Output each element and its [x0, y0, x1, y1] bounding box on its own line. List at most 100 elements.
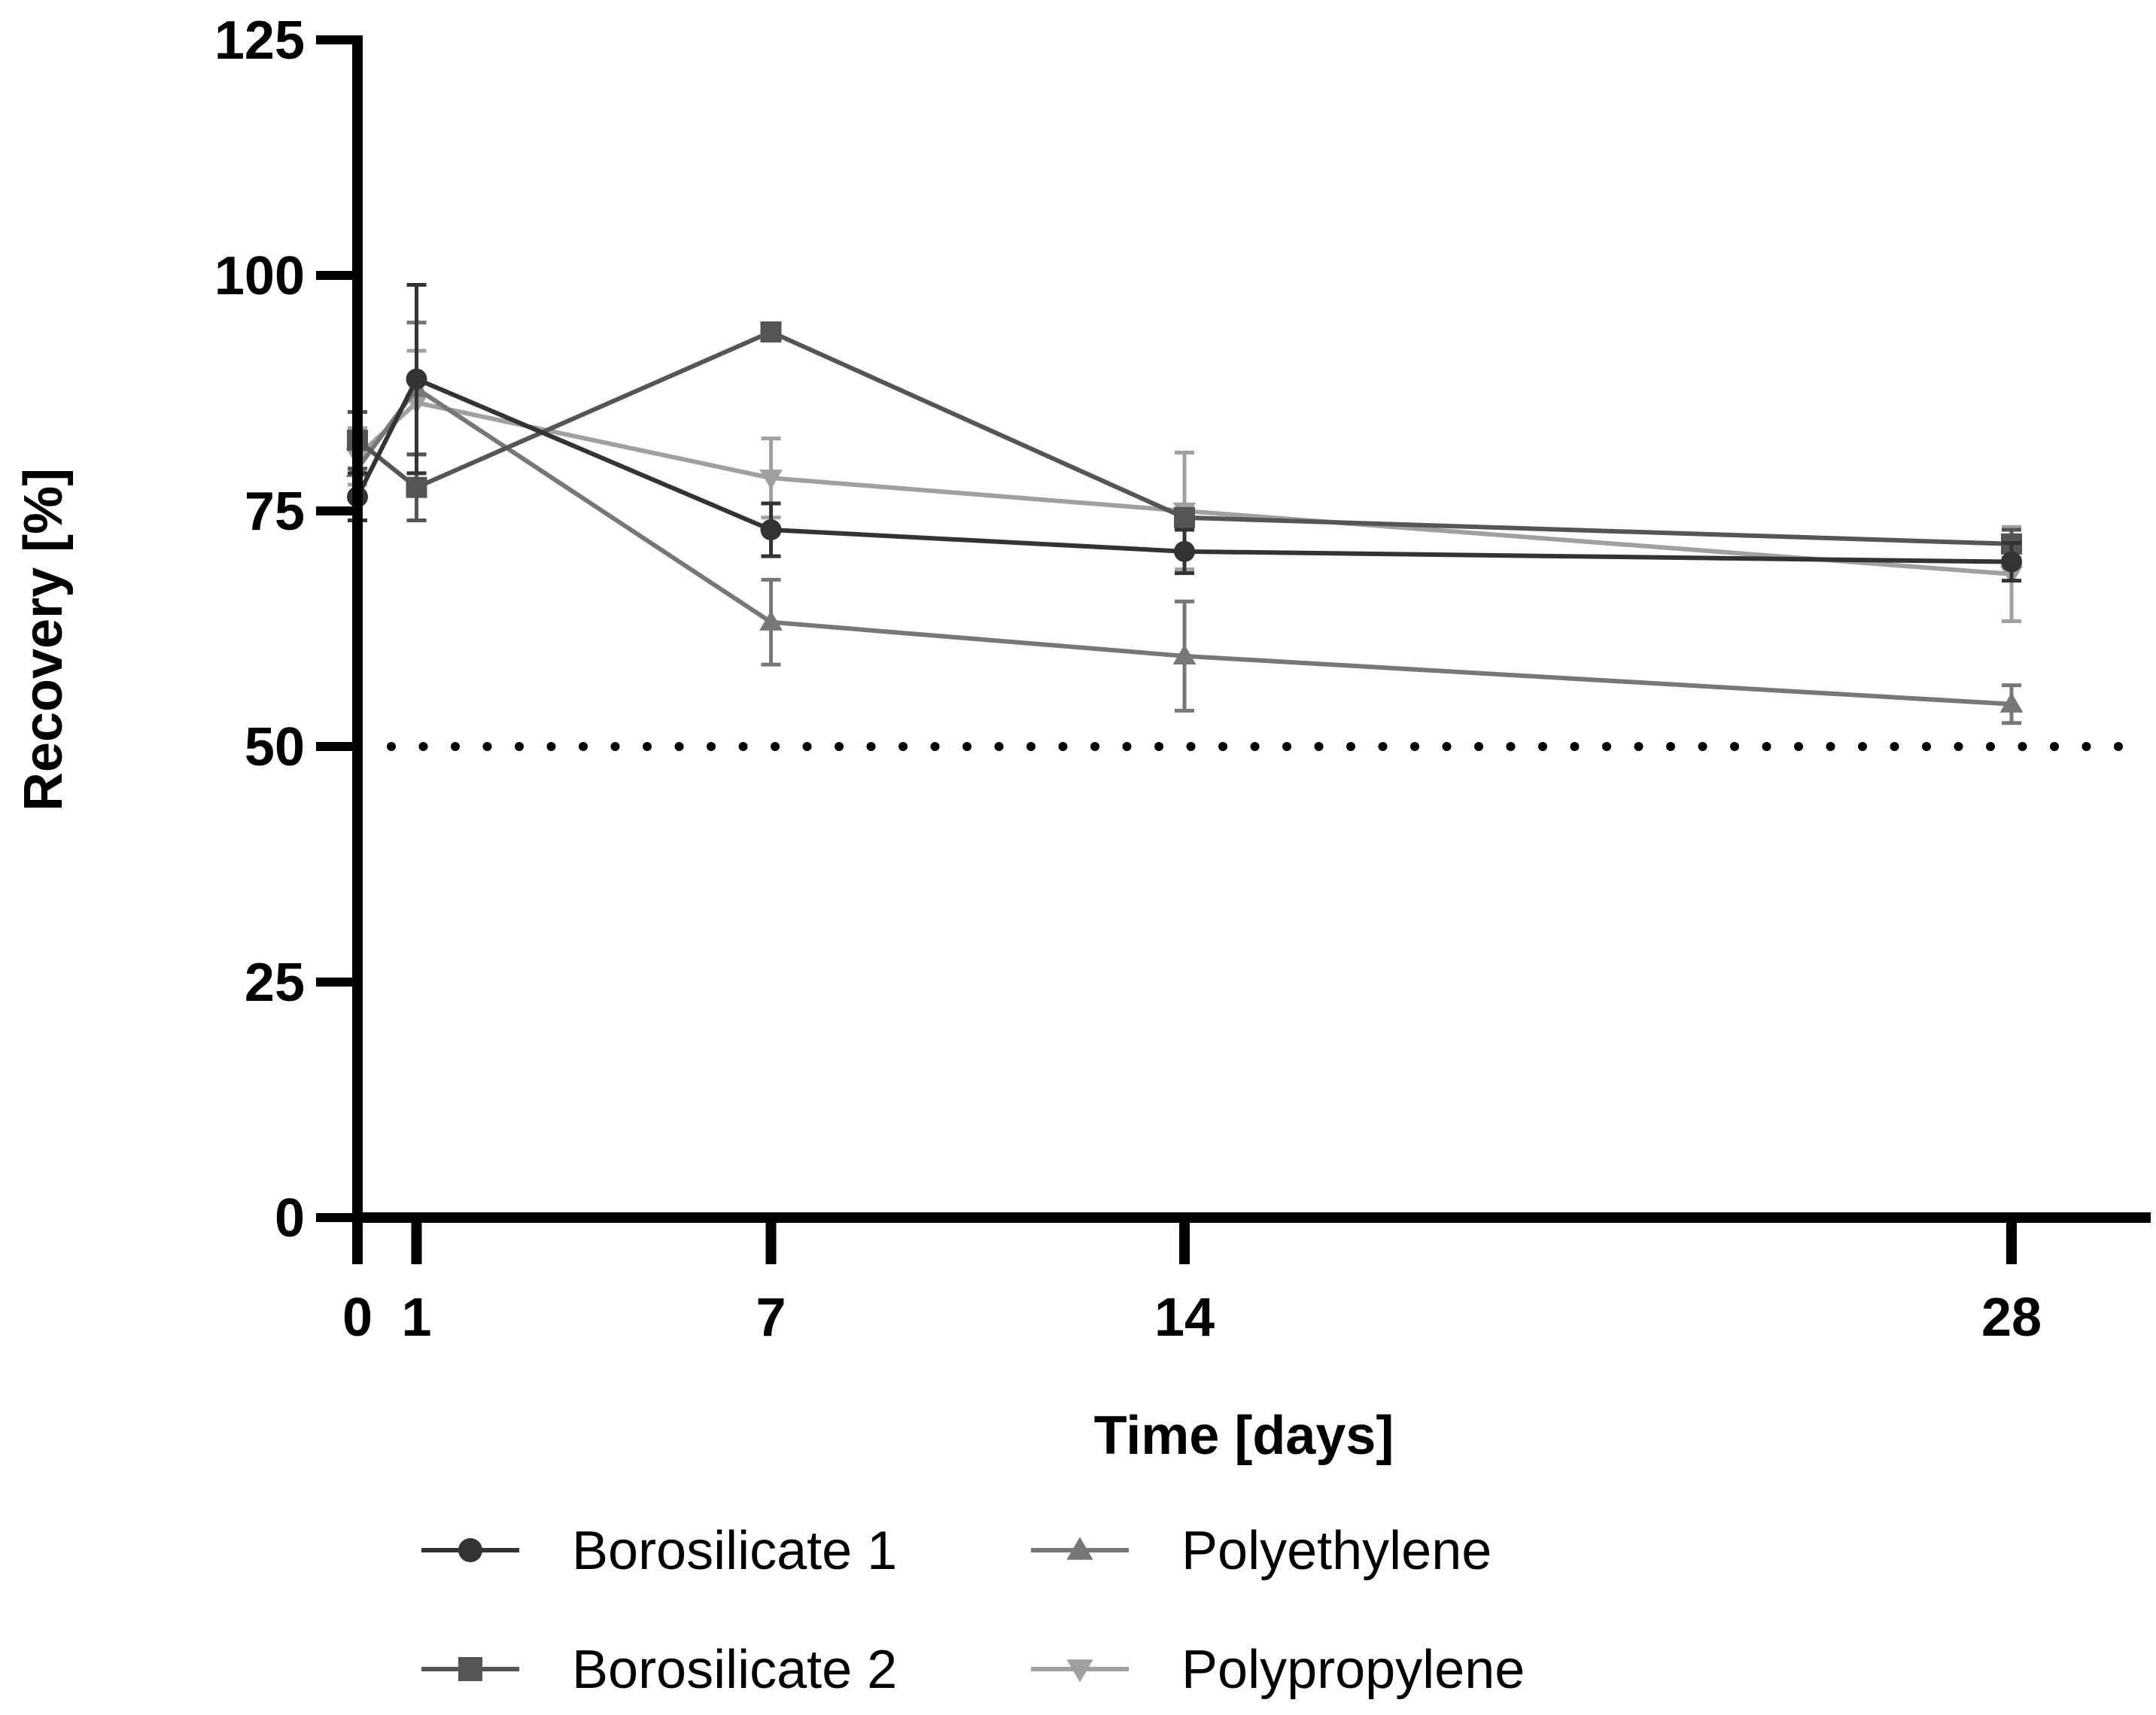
reference-line-dot: [482, 742, 492, 751]
y-tick-label: 0: [275, 1188, 305, 1248]
reference-line-dot: [738, 742, 748, 751]
reference-line-dot: [610, 742, 620, 751]
reference-line-dot: [1154, 742, 1163, 751]
y-tick-label: 50: [245, 717, 305, 777]
reference-line-dot: [1826, 742, 1835, 751]
data-point-circle: [458, 1538, 482, 1562]
reference-line-dot: [1282, 742, 1291, 751]
reference-line-dot: [1346, 742, 1355, 751]
reference-line-dot: [1218, 742, 1227, 751]
series-layer: [345, 283, 2024, 725]
legend-item: Borosilicate 1: [421, 1521, 897, 1581]
reference-line-dot: [1442, 742, 1452, 751]
reference-line-dot: [1762, 742, 1771, 751]
reference-line-dot: [771, 742, 780, 751]
y-tick-label: 100: [214, 246, 305, 306]
data-point-triangle-down: [1066, 1659, 1093, 1683]
data-point-triangle-up: [759, 610, 783, 631]
reference-line-dot: [930, 742, 940, 751]
reference-line-dot: [1026, 742, 1035, 751]
reference-line-dot: [643, 742, 652, 751]
legend-label: Polyethylene: [1181, 1521, 1492, 1581]
reference-line-dot: [962, 742, 972, 751]
reference-line-dot: [707, 742, 716, 751]
legend-item: Polypropylene: [1031, 1640, 1525, 1700]
legend-item: Polyethylene: [1031, 1521, 1492, 1581]
reference-line-dot: [2050, 742, 2059, 751]
data-point-triangle-up: [1066, 1537, 1093, 1560]
reference-line-dot: [1122, 742, 1132, 751]
data-point-triangle-up: [1999, 692, 2024, 713]
x-axis-title: Time [days]: [1094, 1406, 1394, 1466]
legend: Borosilicate 1 Borosilicate 2 Polyethylene…: [421, 1521, 1525, 1700]
data-point-circle: [760, 519, 782, 541]
data-point-square: [458, 1657, 482, 1681]
reference-line-dot: [1666, 742, 1675, 751]
series-polypropylene: [345, 348, 2024, 623]
reference-line-dot: [1858, 742, 1867, 751]
reference-line-dot: [802, 742, 812, 751]
reference-line-dot: [1634, 742, 1644, 751]
reference-line-dot: [1250, 742, 1260, 751]
x-tick-label: 0: [342, 1288, 373, 1348]
reference-line-dot: [1378, 742, 1388, 751]
legend-label: Polypropylene: [1181, 1640, 1525, 1700]
y-tick-label: 25: [245, 953, 305, 1013]
reference-line-dot: [994, 742, 1004, 751]
data-point-square: [406, 476, 427, 498]
data-point-square: [1174, 506, 1195, 528]
reference-line-dot: [387, 742, 396, 751]
reference-line-dot: [1186, 742, 1196, 751]
axes: [352, 35, 2151, 1223]
x-tick-label: 14: [1154, 1288, 1215, 1348]
x-ticks: 0 1 7 14 28: [342, 1218, 2042, 1348]
reference-line-dot: [1890, 742, 1899, 751]
reference-line-dot: [418, 742, 428, 751]
reference-line-dot: [2114, 742, 2123, 751]
y-tick-label: 125: [214, 11, 305, 71]
reference-line-dot: [1986, 742, 1995, 751]
series-borosilicate-2: [347, 321, 2022, 561]
reference-line-dot: [1570, 742, 1580, 751]
reference-line-dot: [2081, 742, 2091, 751]
legend-label: Borosilicate 1: [572, 1521, 897, 1581]
data-point-circle: [2001, 551, 2022, 573]
reference-line-dot: [1058, 742, 1068, 751]
x-tick-label: 1: [401, 1288, 431, 1348]
data-point-triangle-up: [1172, 644, 1197, 665]
reference-line-dot: [866, 742, 876, 751]
data-point-triangle-down: [759, 469, 783, 490]
reference-line-dot: [1314, 742, 1324, 751]
reference-line-dot: [1698, 742, 1707, 751]
legend-item: Borosilicate 2: [421, 1640, 897, 1700]
reference-line-dot: [451, 742, 460, 751]
reference-line-dot: [674, 742, 684, 751]
reference-line-dot: [1410, 742, 1419, 751]
y-tick-label: 75: [245, 482, 305, 542]
data-point-square: [760, 321, 782, 343]
reference-line-dot: [1474, 742, 1483, 751]
data-point-circle: [1174, 540, 1195, 562]
reference-line-dot: [1954, 742, 1963, 751]
y-ticks: 0 25 50 75 100 125: [214, 11, 357, 1248]
x-tick-label: 7: [756, 1288, 786, 1348]
reference-line-dot: [1538, 742, 1547, 751]
reference-line-dot: [1922, 742, 1931, 751]
reference-line-dot: [546, 742, 556, 751]
y-axis-title: Recovery [%]: [14, 468, 74, 811]
reference-line-dot: [1794, 742, 1803, 751]
reference-line-dot: [579, 742, 588, 751]
reference-line-group: [387, 742, 2123, 751]
reference-line-dot: [2018, 742, 2027, 751]
data-point-circle: [406, 368, 427, 390]
legend-label: Borosilicate 2: [572, 1640, 897, 1700]
reference-line-dot: [515, 742, 524, 751]
reference-line-dot: [899, 742, 908, 751]
reference-line-dot: [835, 742, 844, 751]
x-tick-label: 28: [1981, 1288, 2042, 1348]
reference-line-dot: [1730, 742, 1739, 751]
reference-line-dot: [1090, 742, 1099, 751]
reference-line-dot: [1602, 742, 1611, 751]
reference-line-dot: [1506, 742, 1516, 751]
